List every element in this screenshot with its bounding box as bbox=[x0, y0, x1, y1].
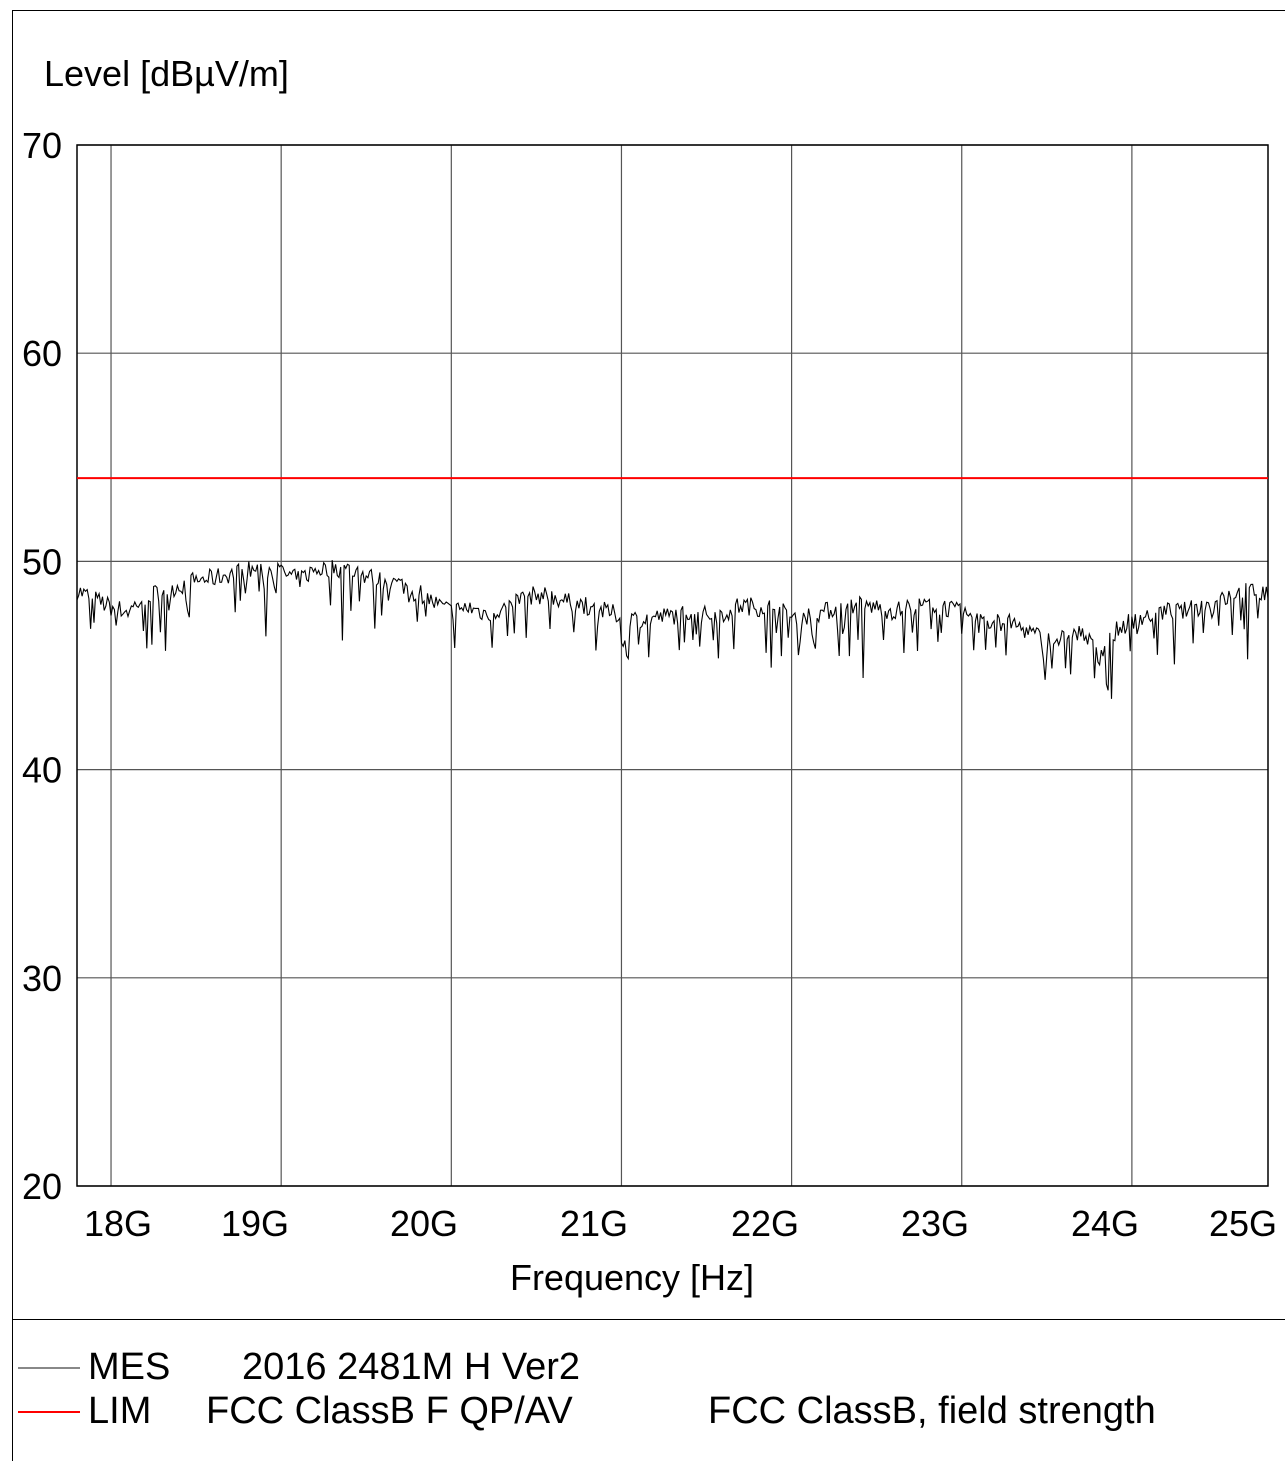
x-tick-label: 20G bbox=[390, 1203, 458, 1244]
y-tick-label: 30 bbox=[22, 958, 62, 999]
series-layer bbox=[76, 477, 1269, 699]
x-tick-labels: 18G 19G 20G 21G 22G 23G 24G 25G bbox=[84, 1203, 1277, 1244]
series-line-mes bbox=[76, 560, 1269, 699]
x-tick-label: 19G bbox=[221, 1203, 289, 1244]
legend-code: LIM bbox=[88, 1390, 152, 1432]
legend-name: FCC ClassB F QP/AV bbox=[206, 1390, 573, 1432]
legend-separator bbox=[12, 1319, 1285, 1320]
grid bbox=[77, 144, 1268, 1187]
x-tick-label: 24G bbox=[1071, 1203, 1139, 1244]
legend-swatch-mes bbox=[18, 1367, 80, 1369]
chart: 20 30 40 50 60 70 18G 19G 20G 21G 22G 23G 24G 25G Le… bbox=[22, 53, 1277, 1298]
x-axis-label: Frequency [Hz] bbox=[510, 1257, 754, 1298]
y-tick-label: 70 bbox=[22, 125, 62, 166]
y-tick-labels: 20 30 40 50 60 70 bbox=[22, 125, 62, 1207]
x-tick-label: 23G bbox=[901, 1203, 969, 1244]
y-axis-label: Level [dBµV/m] bbox=[44, 53, 289, 94]
y-tick-label: 20 bbox=[22, 1166, 62, 1207]
x-tick-label: 25G bbox=[1209, 1203, 1277, 1244]
legend-description: FCC ClassB, field strength bbox=[708, 1390, 1156, 1432]
legend-name: 2016 2481M H Ver2 bbox=[242, 1346, 581, 1388]
legend-swatch-lim bbox=[18, 1411, 80, 1413]
legend-code: MES bbox=[88, 1346, 171, 1388]
x-tick-label: 21G bbox=[560, 1203, 628, 1244]
y-tick-label: 60 bbox=[22, 333, 62, 374]
y-tick-label: 50 bbox=[22, 541, 62, 582]
x-tick-label: 22G bbox=[731, 1203, 799, 1244]
plot-area bbox=[76, 144, 1269, 1187]
x-tick-label: 18G bbox=[84, 1203, 152, 1244]
chart-frame bbox=[12, 10, 1285, 1461]
y-tick-label: 40 bbox=[22, 750, 62, 791]
